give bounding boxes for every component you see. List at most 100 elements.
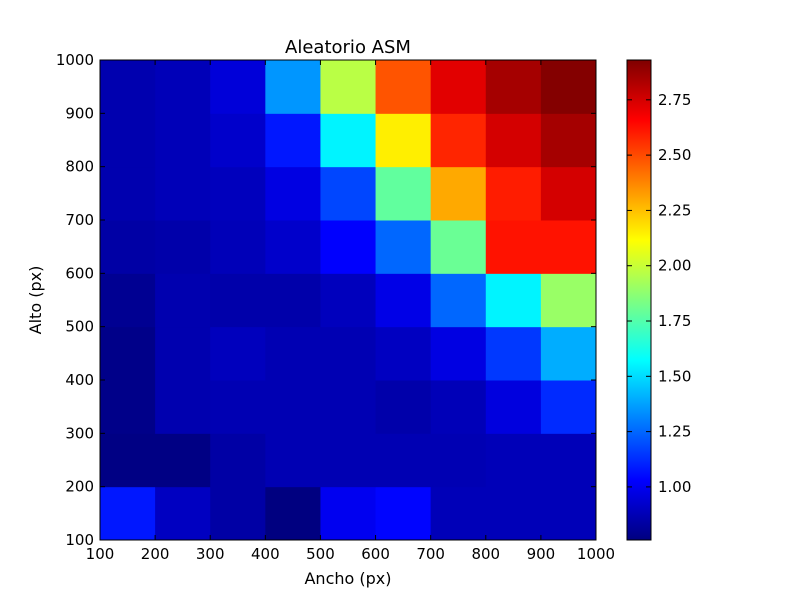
heatmap-cell <box>100 433 156 488</box>
heatmap-cell <box>320 380 377 434</box>
colorbar-tick-label: 2.25 <box>658 201 691 219</box>
y-tick-label: 1000 <box>56 51 94 69</box>
colorbar-tick-label: 1.25 <box>658 423 691 441</box>
heatmap-cell <box>210 380 266 434</box>
heatmap-cell <box>155 326 211 381</box>
heatmap-cell <box>375 380 432 434</box>
y-tick-label: 300 <box>65 424 94 442</box>
y-tick-label: 800 <box>65 158 94 176</box>
heatmap-cell <box>210 166 266 221</box>
x-axis-ticks: 100 200 300 400 500 600 700 800 900 1000 <box>86 60 615 563</box>
heatmap-cell <box>100 380 156 434</box>
heatmap-cell <box>210 326 266 381</box>
heatmap-cell <box>430 166 487 221</box>
heatmap-cell <box>265 113 321 168</box>
heatmap-cell <box>210 113 266 168</box>
heatmap-cell <box>265 273 321 328</box>
x-tick-label: 400 <box>251 545 280 563</box>
heatmap-cell <box>210 273 266 328</box>
heatmap-cell <box>100 113 156 168</box>
heatmap-cell <box>100 220 156 274</box>
heatmap-cell <box>375 433 432 488</box>
heatmap-cell <box>265 433 321 488</box>
heatmap-cell <box>155 273 211 328</box>
heatmap-cell <box>485 113 542 168</box>
y-tick-label: 100 <box>65 531 94 549</box>
x-tick-label: 100 <box>86 545 115 563</box>
y-tick-label: 400 <box>65 371 94 389</box>
heatmap-cell <box>430 486 487 541</box>
heatmap-cell <box>485 166 542 221</box>
colorbar-tick-label: 1.75 <box>658 312 691 330</box>
heatmap-cell <box>540 273 597 328</box>
y-tick-label: 700 <box>65 211 94 229</box>
heatmap-cell <box>540 60 597 114</box>
heatmap-cell <box>210 433 266 488</box>
heatmap-cell <box>265 486 321 541</box>
x-tick-label: 700 <box>416 545 445 563</box>
x-tick-label: 200 <box>141 545 170 563</box>
colorbar-tick-label: 2.75 <box>658 91 691 109</box>
heatmap-cell <box>155 113 211 168</box>
heatmap-cell <box>375 486 432 541</box>
heatmap-cell <box>430 60 487 114</box>
x-tick-label: 600 <box>361 545 390 563</box>
heatmap-cell <box>320 273 377 328</box>
heatmap-cell <box>430 326 487 381</box>
heatmap-cell <box>320 220 377 274</box>
heatmap-cell <box>155 433 211 488</box>
x-tick-label: 300 <box>196 545 225 563</box>
colorbar-tick-label: 2.00 <box>658 257 691 275</box>
heatmap-cell <box>100 60 156 114</box>
x-tick-label: 800 <box>471 545 500 563</box>
plot-frame <box>99 59 597 541</box>
heatmap-cell <box>540 166 597 221</box>
y-axis-label: Alto (px) <box>26 266 45 335</box>
heatmap-cell <box>100 326 156 381</box>
heatmap-cell <box>540 220 597 274</box>
heatmap-cell <box>320 326 377 381</box>
heatmap-cell <box>155 486 211 541</box>
heatmap-cell <box>430 113 487 168</box>
colorbar-tick-label: 2.50 <box>658 146 691 164</box>
heatmap-cell <box>485 326 542 381</box>
x-axis-label: Ancho (px) <box>304 569 391 588</box>
heatmap-cell <box>100 273 156 328</box>
heatmap-cell <box>265 60 321 114</box>
y-axis-ticks: 100 200 300 400 500 600 700 800 900 1000 <box>56 51 596 549</box>
heatmap-cell <box>485 486 542 541</box>
heatmap-cell <box>210 486 266 541</box>
heatmap-cell <box>540 113 597 168</box>
y-tick-label: 200 <box>65 478 94 496</box>
heatmap-cell <box>540 486 597 541</box>
heatmap-cell <box>485 60 542 114</box>
heatmap-cell <box>485 380 542 434</box>
heatmap-cell <box>265 220 321 274</box>
heatmap-cell <box>210 220 266 274</box>
heatmap-cell <box>540 433 597 488</box>
heatmap-cell <box>485 273 542 328</box>
heatmap-cell <box>375 60 432 114</box>
heatmap-cell <box>375 326 432 381</box>
colorbar-ticks: 1.00 1.25 1.50 1.75 2.00 2.25 2.50 2.75 <box>627 91 691 496</box>
x-tick-label: 900 <box>527 545 556 563</box>
heatmap-cell <box>540 380 597 434</box>
heatmap-cell <box>540 326 597 381</box>
heatmap-cell <box>375 166 432 221</box>
y-tick-label: 900 <box>65 104 94 122</box>
heatmap-cell <box>100 166 156 221</box>
heatmap-cell <box>210 60 266 114</box>
chart-title: Aleatorio ASM <box>285 37 411 58</box>
heatmap-cell <box>265 380 321 434</box>
heatmap-cell <box>320 166 377 221</box>
heatmap-cell <box>265 326 321 381</box>
heatmap-cell <box>375 273 432 328</box>
heatmap-cell <box>155 166 211 221</box>
heatmap-cells <box>100 60 597 541</box>
heatmap-cell <box>265 166 321 221</box>
heatmap-cell <box>430 220 487 274</box>
heatmap-cell <box>485 220 542 274</box>
heatmap-cell <box>430 433 487 488</box>
colorbar-tick-label: 1.50 <box>658 367 691 385</box>
